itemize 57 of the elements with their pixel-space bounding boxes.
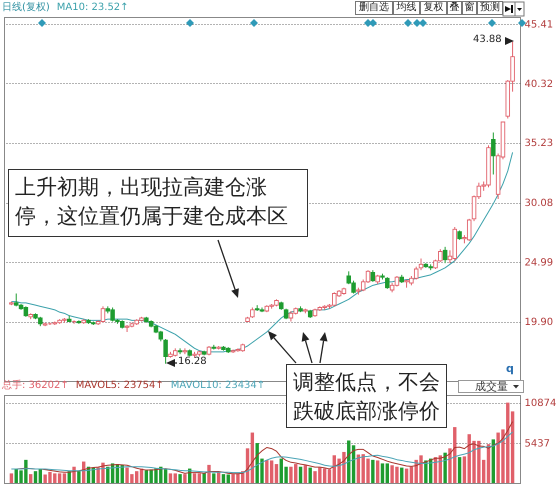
- y-tick-label: 19.90: [524, 317, 554, 328]
- text: MAVOL5: 23754↑: [76, 380, 164, 392]
- annotation: q: [506, 362, 514, 375]
- y-tick-label: 40.32: [524, 78, 554, 90]
- chart-title: 日线(复权): [2, 2, 50, 14]
- bar: [298, 466, 302, 483]
- candlestick: [163, 338, 168, 364]
- candlestick: [491, 132, 496, 175]
- candlestick: [370, 270, 376, 282]
- y-tick-label: 35.23: [524, 138, 554, 150]
- bar: [216, 472, 220, 483]
- annotation: 成交量: [458, 380, 524, 393]
- bar: [304, 465, 308, 483]
- bar: [443, 452, 447, 483]
- bar: [212, 473, 216, 483]
- bar: [376, 460, 380, 483]
- bar: [308, 468, 312, 483]
- bar: [77, 471, 81, 483]
- text: 复权: [420, 1, 447, 15]
- text: 叠: [447, 1, 462, 15]
- text: MAVOL10: 23434↑: [170, 380, 266, 392]
- bar: [28, 474, 32, 483]
- text: 窗: [462, 1, 477, 15]
- bar: [371, 460, 375, 483]
- bar: [202, 473, 206, 483]
- candlestick: [375, 274, 380, 285]
- line-series: [10, 152, 514, 352]
- candlestick: [385, 276, 390, 290]
- candlestick: [442, 246, 448, 264]
- text: 预测: [477, 1, 503, 15]
- text: 删自选: [355, 1, 393, 15]
- candlestick: [250, 307, 255, 318]
- bar: [458, 457, 462, 483]
- text: 总手: 36202↑: [2, 380, 69, 392]
- bar: [183, 474, 187, 483]
- text: MA10: 23.52↑: [56, 2, 129, 14]
- annotation: 16.28: [178, 356, 207, 367]
- line-series: [10, 431, 514, 474]
- bar: [72, 466, 76, 483]
- bar: [82, 462, 86, 483]
- bar: [400, 468, 404, 483]
- annotation: 调整低点，不会跌破底部涨停价: [286, 364, 447, 428]
- text: 均线: [393, 1, 420, 15]
- y-tick-label: 10874: [524, 398, 556, 410]
- bar: [178, 474, 182, 483]
- candlestick: [206, 346, 212, 356]
- bar: [492, 439, 496, 483]
- y-tick-label: 24.99: [524, 258, 554, 269]
- y-tick-label: 5437: [524, 438, 550, 450]
- bar: [10, 473, 14, 483]
- annotation: 43.88: [473, 34, 502, 45]
- annotation: 上升初期，出现拉高建仓涨停，这位置仍属于建仓成本区: [8, 169, 308, 237]
- candlestick: [284, 308, 288, 320]
- y-tick-label: 30.08: [524, 198, 554, 210]
- candlestick: [418, 258, 424, 271]
- candlestick: [457, 230, 462, 240]
- y-tick-label: 45.41: [524, 19, 554, 30]
